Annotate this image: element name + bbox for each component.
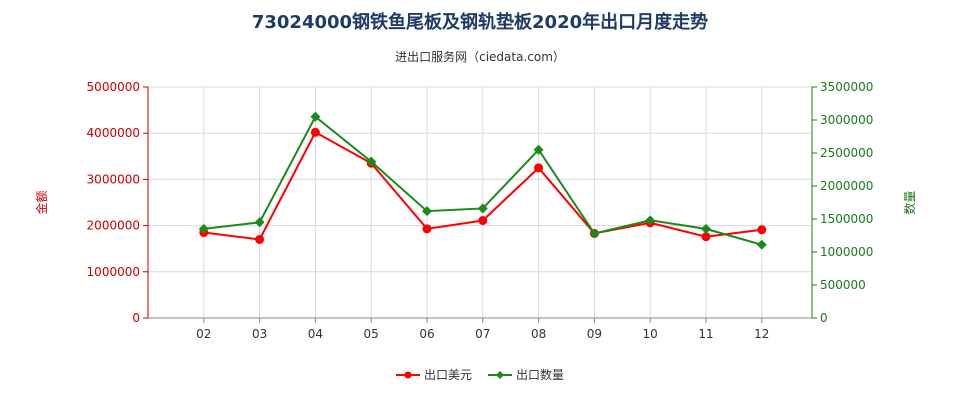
chart-subtitle: 进出口服务网（ciedata.com）	[395, 50, 565, 64]
right-axis-tick-label: 2000000	[820, 179, 873, 193]
right-axis-tick-label: 0	[820, 311, 828, 325]
left-axis-tick-label: 5000000	[87, 80, 140, 94]
right-axis-title: 数量	[902, 190, 917, 214]
data-point-usd	[255, 234, 265, 244]
data-point-usd	[478, 216, 488, 226]
left-axis-tick-label: 2000000	[87, 219, 140, 233]
data-point-quantity	[310, 111, 321, 122]
legend-label: 出口数量	[516, 367, 564, 382]
right-axis-tick-label: 3500000	[820, 80, 873, 94]
left-axis-tick-label: 0	[132, 311, 140, 325]
data-point-quantity	[756, 239, 767, 250]
data-point-quantity	[533, 144, 544, 155]
data-point-usd	[310, 127, 320, 137]
left-axis-title: 金额	[34, 190, 49, 214]
data-point-quantity	[477, 203, 488, 214]
left-axis-tick-label: 4000000	[87, 126, 140, 140]
left-axis-tick-label: 3000000	[87, 172, 140, 186]
right-axis-tick-label: 2500000	[820, 146, 873, 160]
x-axis-tick-label: 09	[587, 327, 602, 341]
right-axis-tick-label: 1000000	[820, 245, 873, 259]
x-axis-tick-label: 11	[698, 327, 713, 341]
x-axis-tick-label: 08	[531, 327, 546, 341]
data-point-quantity	[198, 223, 209, 234]
x-axis-tick-label: 02	[196, 327, 211, 341]
x-axis-tick-label: 07	[475, 327, 490, 341]
data-point-usd	[701, 232, 711, 242]
chart-title: 73024000钢铁鱼尾板及钢轨垫板2020年出口月度走势	[251, 12, 709, 33]
data-point-quantity	[254, 217, 265, 228]
right-axis-tick-label: 500000	[820, 278, 866, 292]
data-point-quantity	[645, 215, 656, 226]
right-axis-tick-label: 1500000	[820, 212, 873, 226]
data-point-usd	[757, 225, 767, 235]
right-axis-tick-label: 3000000	[820, 113, 873, 127]
data-point-usd	[422, 224, 432, 234]
legend-label: 出口美元	[424, 368, 472, 382]
x-axis-tick-label: 12	[754, 327, 769, 341]
x-axis-tick-label: 06	[419, 327, 434, 341]
legend-marker	[496, 371, 504, 379]
x-axis-tick-label: 10	[643, 327, 658, 341]
left-axis-tick-label: 1000000	[87, 265, 140, 279]
data-point-quantity	[700, 223, 711, 234]
x-axis-tick-label: 04	[308, 327, 323, 341]
x-axis-tick-label: 03	[252, 327, 267, 341]
data-point-quantity	[589, 228, 600, 239]
data-point-usd	[534, 163, 544, 173]
legend-marker	[404, 371, 412, 379]
data-point-quantity	[366, 156, 377, 167]
x-axis-tick-label: 05	[364, 327, 379, 341]
data-point-quantity	[421, 206, 432, 217]
